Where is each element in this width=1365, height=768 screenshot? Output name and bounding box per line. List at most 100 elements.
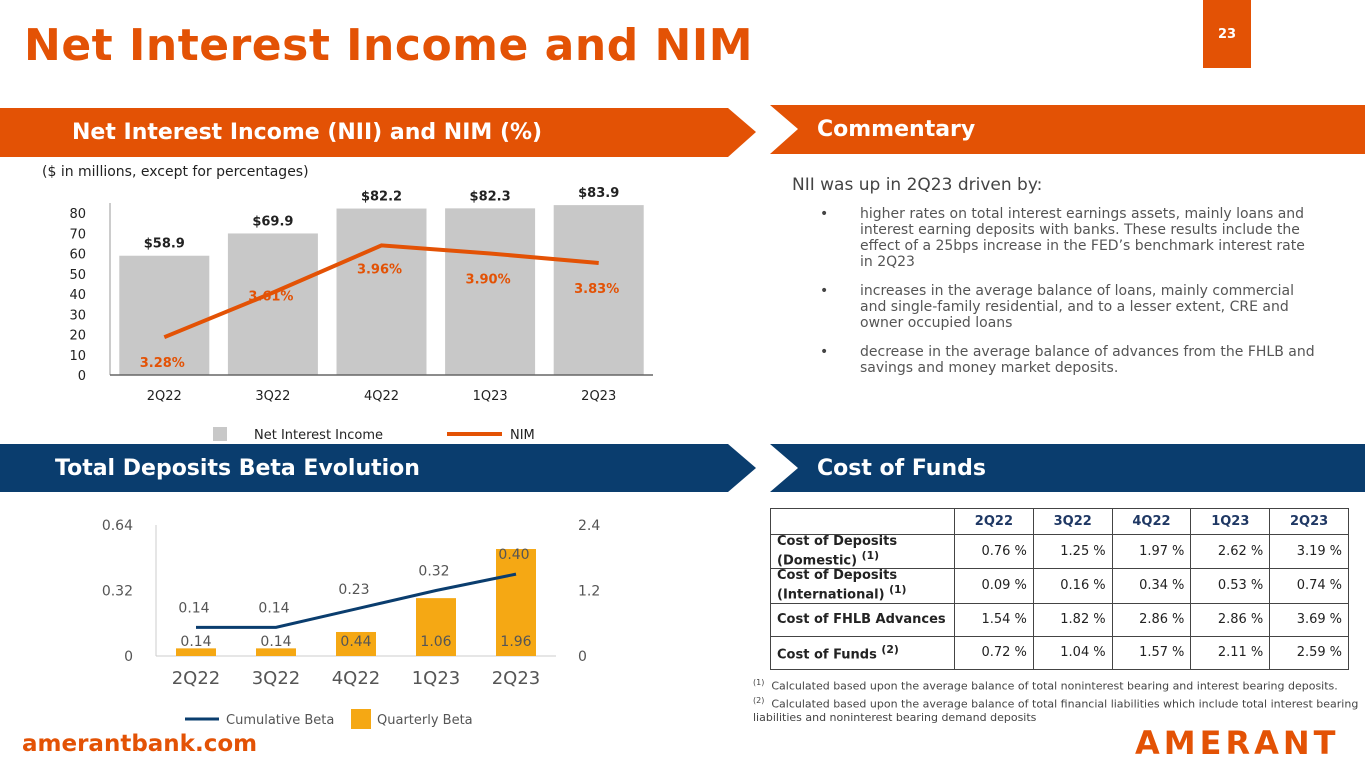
commentary-bullet: decrease in the average balance of advan… <box>820 344 1320 376</box>
x-tick-label: 3Q22 <box>255 389 290 404</box>
page-number-badge: 23 <box>1203 0 1251 68</box>
cumulative-beta-label: 0.14 <box>258 600 289 616</box>
legend-label-cumulative: Cumulative Beta <box>226 713 334 728</box>
table-cell: 1.82% <box>1032 602 1113 637</box>
page-title: Net Interest Income and NIM <box>24 20 753 71</box>
table-cell: 2.62% <box>1190 533 1271 570</box>
table-cell: 3.19% <box>1269 533 1349 570</box>
legend-label-quarterly: Quarterly Beta <box>377 713 473 728</box>
amerant-logo: AMERANT <box>1135 724 1339 758</box>
y-left-tick-label: 0.64 <box>102 518 133 534</box>
legend-swatch-quarterly <box>351 709 371 729</box>
x-tick-label: 1Q23 <box>473 389 508 404</box>
quarterly-beta-bar <box>336 631 376 656</box>
nii-bar <box>336 208 427 375</box>
svg-text:AMERANT: AMERANT <box>1135 724 1339 758</box>
quarterly-beta-label: 1.96 <box>500 634 531 650</box>
cost-of-funds-section-title: Cost of Funds <box>817 455 986 481</box>
cumulative-beta-line <box>196 572 517 629</box>
nii-section-title: Net Interest Income (NII) and NIM (%) <box>72 120 543 145</box>
table-cell: 0.16% <box>1032 568 1113 604</box>
cumulative-beta-label: 0.23 <box>338 582 369 598</box>
table-cell: 1.25% <box>1032 533 1113 570</box>
nii-bar <box>553 205 644 375</box>
row-label: Cost of Deposits (Domestic) (1) <box>770 533 955 570</box>
website-link[interactable]: amerantbank.com <box>22 731 258 757</box>
table-cell: 2.86% <box>1190 602 1271 637</box>
table-cell: 1.04% <box>1032 635 1113 670</box>
table-row: Cost of Funds (2) 0.72% 1.04% 1.57% 2.11… <box>770 635 1349 670</box>
table-header-row: 2Q22 3Q22 4Q22 1Q23 2Q23 <box>770 508 1349 535</box>
cost-of-funds-table: 2Q22 3Q22 4Q22 1Q23 2Q23 Cost of Deposit… <box>770 508 1349 670</box>
deposit-beta-chart: 0 0.32 0.64 0 1.2 2.4 0.14 2Q22 0.14 3Q22 0.44 4Q22… <box>102 518 600 729</box>
row-label: Cost of Deposits (International) (1) <box>770 568 955 604</box>
table-header-cell: 4Q22 <box>1111 508 1192 535</box>
y-tick-label: 30 <box>69 308 86 323</box>
table-header-cell: 1Q23 <box>1190 508 1271 535</box>
y-left-tick-label: 0.32 <box>102 584 133 600</box>
y-tick-label: 50 <box>69 268 86 283</box>
legend-swatch-nii <box>213 427 227 441</box>
nii-bar-label: $58.9 <box>144 237 185 252</box>
nim-line <box>163 243 599 340</box>
x-tick-label: 4Q22 <box>332 668 381 689</box>
table-header-cell: 2Q22 <box>954 508 1034 535</box>
x-tick-label: 4Q22 <box>364 389 399 404</box>
commentary-bullet: increases in the average balance of loan… <box>820 283 1320 331</box>
y-right-tick-label: 1.2 <box>578 584 600 600</box>
table-cell: 1.97% <box>1111 533 1192 570</box>
cumulative-beta-label: 0.40 <box>498 547 529 563</box>
nii-bar <box>445 208 536 375</box>
commentary-bullet: higher rates on total interest earnings … <box>820 206 1320 270</box>
cumulative-beta-label: 0.32 <box>418 564 449 580</box>
quarterly-beta-bar <box>416 598 456 656</box>
quarterly-beta-label: 0.14 <box>260 634 291 650</box>
table-cell: 0.53% <box>1190 568 1271 604</box>
nii-bar-label: $82.3 <box>470 189 511 204</box>
y-right-tick-label: 2.4 <box>578 518 600 534</box>
commentary-section-title: Commentary <box>817 117 976 142</box>
table-cell: 0.72% <box>954 635 1034 670</box>
table-cell: 2.11% <box>1190 635 1271 670</box>
table-cell: 1.57% <box>1111 635 1192 670</box>
x-tick-label: 2Q23 <box>581 389 616 404</box>
table-cell: 1.54% <box>954 602 1034 637</box>
x-tick-label: 2Q22 <box>172 668 221 689</box>
y-tick-label: 20 <box>69 329 86 344</box>
nii-bar-label: $69.9 <box>252 214 293 229</box>
y-tick-label: 70 <box>69 227 86 242</box>
quarterly-beta-bar <box>176 648 216 656</box>
x-tick-label: 2Q23 <box>492 668 541 689</box>
nim-label: 3.83% <box>574 282 619 297</box>
commentary-lead: NII was up in 2Q23 driven by: <box>792 175 1043 195</box>
nim-label: 3.61% <box>248 290 293 305</box>
nim-label: 3.90% <box>466 273 511 288</box>
quarterly-beta-bar <box>496 549 536 656</box>
y-left-tick-label: 0 <box>124 649 133 665</box>
y-tick-label: 80 <box>69 207 86 222</box>
cumulative-beta-label: 0.14 <box>178 600 209 616</box>
table-cell: 0.76% <box>954 533 1034 570</box>
nii-bar-label: $82.2 <box>361 190 402 205</box>
y-tick-label: 0 <box>78 369 86 384</box>
quarterly-beta-bar <box>256 648 296 656</box>
table-cell: 2.59% <box>1269 635 1349 670</box>
quarterly-beta-label: 1.06 <box>420 634 451 650</box>
nim-label: 3.96% <box>357 262 402 277</box>
table-row: Cost of Deposits (Domestic) (1) 0.76% 1.… <box>770 533 1349 570</box>
legend-label-nii: Net Interest Income <box>254 428 383 443</box>
footnote: (1) Calculated based upon the average ba… <box>753 678 1338 693</box>
table-cell: 3.69% <box>1269 602 1349 637</box>
row-label: Cost of FHLB Advances <box>770 602 955 637</box>
table-cell: 0.74% <box>1269 568 1349 604</box>
deposits-section-banner: Total Deposits Beta Evolution <box>0 444 756 492</box>
table-corner-cell <box>770 508 955 535</box>
y-tick-label: 60 <box>69 248 86 263</box>
nii-bar <box>119 255 210 375</box>
footnote: (2) Calculated based upon the average ba… <box>753 695 1359 725</box>
quarterly-beta-label: 0.44 <box>340 634 371 650</box>
table-row: Cost of Deposits (International) (1) 0.0… <box>770 568 1349 604</box>
row-label: Cost of Funds (2) <box>770 635 955 670</box>
x-tick-label: 1Q23 <box>412 668 461 689</box>
y-tick-label: 40 <box>69 288 86 303</box>
